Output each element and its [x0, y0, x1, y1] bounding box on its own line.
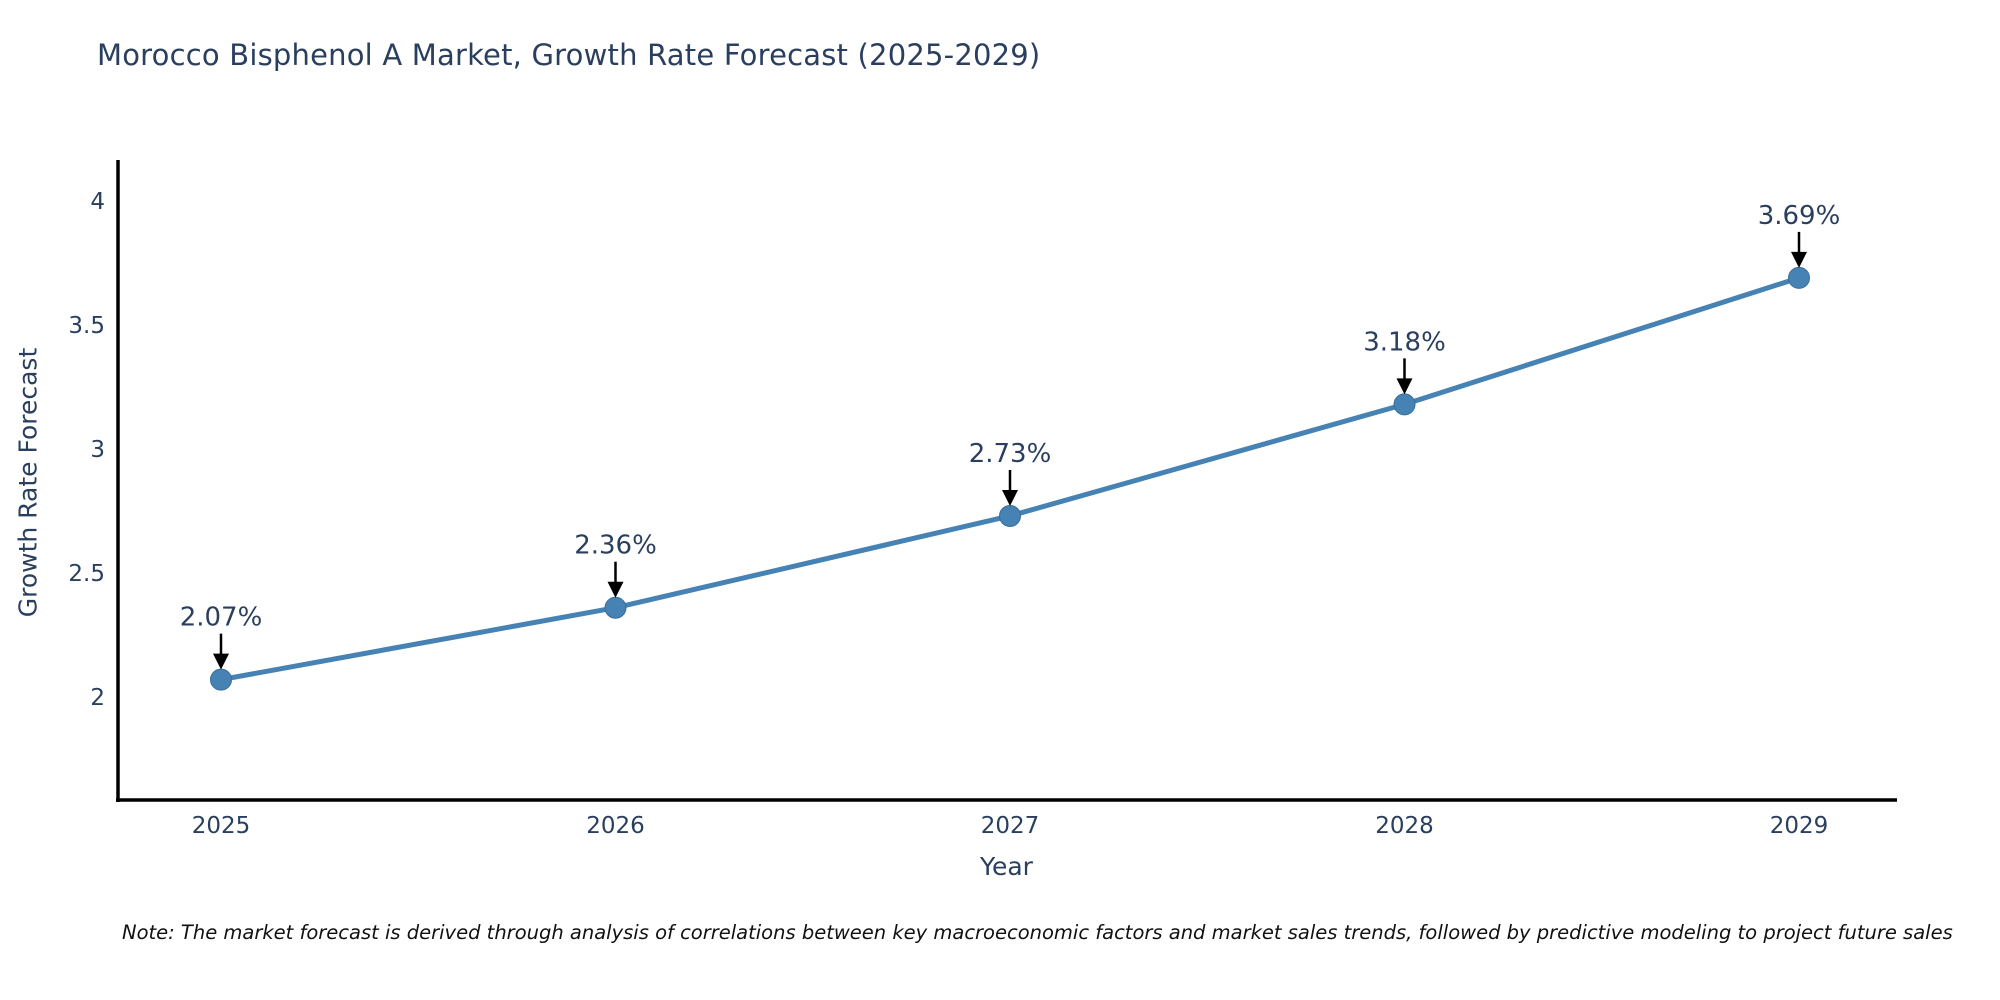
data-point[interactable]: [604, 596, 627, 619]
data-point[interactable]: [1393, 393, 1416, 416]
y-axis-title: Growth Rate Forecast: [13, 347, 43, 618]
data-point-label: 2.07%: [180, 603, 263, 633]
data-point-label: 3.18%: [1363, 327, 1446, 357]
x-tick-label: 2027: [981, 813, 1040, 839]
chart-footnote: Note: The market forecast is derived thr…: [122, 921, 1953, 944]
annotation-arrow-head: [1396, 378, 1413, 395]
y-tick-label: 2.5: [68, 561, 105, 587]
data-point[interactable]: [210, 668, 232, 691]
y-tick-label: 2: [90, 685, 105, 711]
x-axis-title: Year: [980, 852, 1033, 881]
data-point[interactable]: [1788, 266, 1810, 289]
data-point-label: 3.69%: [1758, 201, 1841, 231]
annotation-arrow-head: [213, 653, 229, 670]
annotation-arrow-head: [1791, 251, 1807, 268]
y-tick-label: 3: [90, 437, 105, 463]
data-point-label: 2.36%: [574, 531, 657, 561]
x-tick-label: 2025: [192, 813, 251, 839]
chart-title: Morocco Bisphenol A Market, Growth Rate …: [97, 38, 1041, 72]
x-tick-label: 2028: [1375, 813, 1434, 839]
data-point[interactable]: [999, 504, 1021, 527]
data-point-label: 2.73%: [969, 439, 1052, 469]
y-tick-label: 4: [90, 189, 105, 215]
x-tick-label: 2026: [586, 813, 645, 839]
x-tick-label: 2029: [1770, 813, 1829, 839]
annotation-arrow-head: [1002, 489, 1018, 506]
y-tick-label: 3.5: [68, 313, 105, 339]
annotation-arrow-head: [607, 581, 624, 598]
